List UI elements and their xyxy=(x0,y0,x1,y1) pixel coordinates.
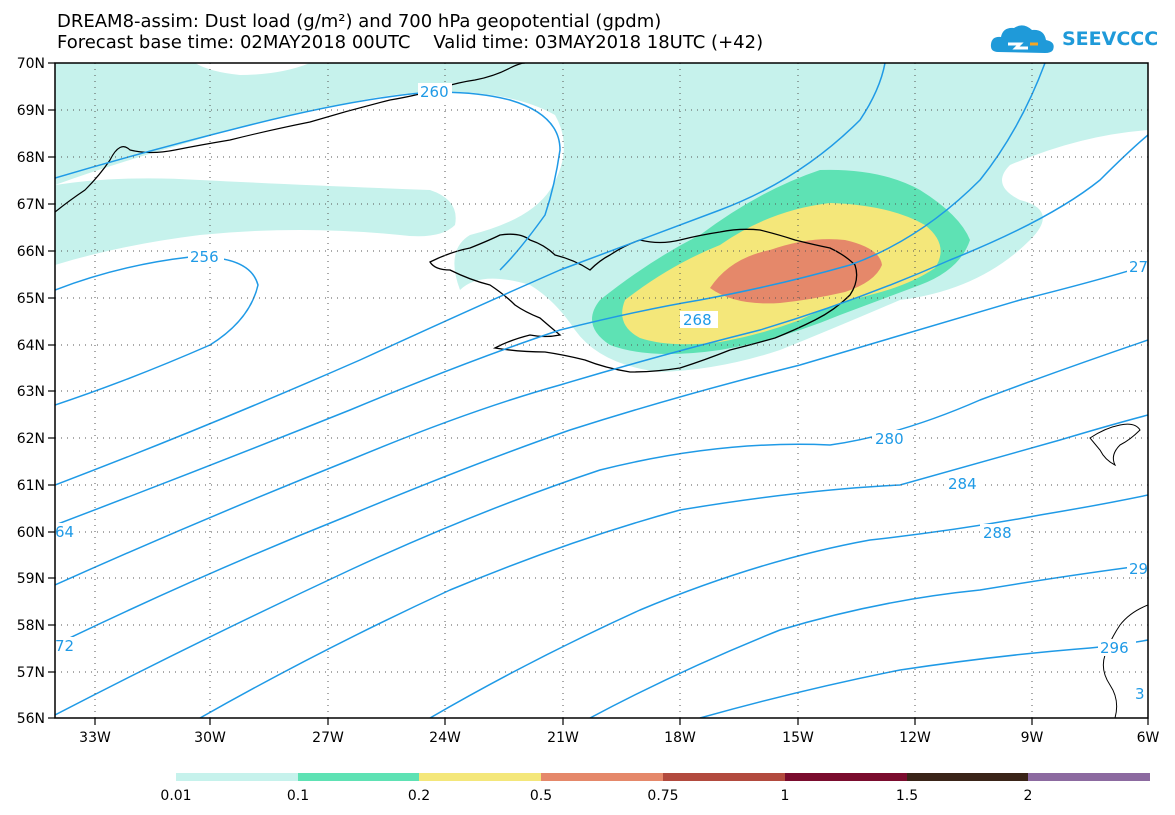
lat-label: 59N xyxy=(17,571,45,587)
lon-label: 21W xyxy=(547,730,579,746)
contour-label: 296 xyxy=(1100,639,1129,657)
colorbar-swatch xyxy=(176,773,298,781)
contour-label: 256 xyxy=(190,248,219,266)
colorbar-label: 0.75 xyxy=(647,788,678,804)
lat-label: 61N xyxy=(17,478,45,494)
contour-256 xyxy=(55,256,259,406)
contour-284 xyxy=(199,414,1148,718)
colorbar-label: 0.5 xyxy=(530,788,552,804)
forecast-times: Forecast base time: 02MAY2018 00UTC Vali… xyxy=(57,32,764,53)
contour-label: 3 xyxy=(1135,685,1145,703)
lat-label: 65N xyxy=(17,291,45,307)
colorbar-swatch xyxy=(663,773,785,781)
contour-label: 29 xyxy=(1129,560,1148,578)
lat-label: 69N xyxy=(17,103,45,119)
colorbar-swatch xyxy=(419,773,541,781)
lat-label: 57N xyxy=(17,665,45,681)
dust-area-0-5 xyxy=(710,239,882,304)
contour-label: 280 xyxy=(875,430,904,448)
colorbar-swatch xyxy=(298,773,419,781)
colorbar-swatch xyxy=(907,773,1028,781)
colorbar-swatch xyxy=(541,773,663,781)
colorbar-label: 0.1 xyxy=(287,788,309,804)
greenland-coastline xyxy=(55,63,526,213)
logo-text: SEEVCCC xyxy=(1062,28,1159,50)
colorbar-swatch xyxy=(785,773,907,781)
lon-label: 27W xyxy=(312,730,344,746)
contour-288 xyxy=(429,494,1148,718)
contour-label: 72 xyxy=(55,637,74,655)
contour-264 xyxy=(55,63,886,486)
contour-label: 260 xyxy=(420,83,449,101)
contour-280 xyxy=(55,339,1148,716)
contour-label: 284 xyxy=(948,475,977,493)
cloud-logo-icon xyxy=(990,25,1054,53)
dust-area-0-01-west xyxy=(55,178,456,265)
lon-label: 24W xyxy=(429,730,461,746)
contour-label: 64 xyxy=(55,523,74,541)
axis-ticks xyxy=(48,62,1149,725)
lat-label: 64N xyxy=(17,338,45,354)
lat-label: 58N xyxy=(17,618,45,634)
lon-label: 12W xyxy=(899,730,931,746)
lat-label: 62N xyxy=(17,431,45,447)
lat-label: 63N xyxy=(17,384,45,400)
lon-label: 9W xyxy=(1021,730,1044,746)
geopotential-contours xyxy=(55,63,1148,718)
graticule xyxy=(55,63,1148,718)
lat-label: 67N xyxy=(17,197,45,213)
lat-label: 66N xyxy=(17,244,45,260)
faroe-coastline xyxy=(1089,423,1141,467)
contour-292 xyxy=(589,564,1148,718)
contour-label: 288 xyxy=(983,524,1012,542)
lon-label: 18W xyxy=(664,730,696,746)
contour-260 xyxy=(55,91,561,271)
map-title: DREAM8-assim: Dust load (g/m²) and 700 h… xyxy=(57,11,662,32)
colorbar-swatch xyxy=(1028,773,1150,781)
lat-label: 68N xyxy=(17,150,45,166)
colorbar-label: 0.01 xyxy=(160,788,191,804)
colorbar-label: 1 xyxy=(781,788,790,804)
lat-label: 70N xyxy=(17,56,45,72)
lon-label: 30W xyxy=(194,730,226,746)
colorbar-label: 0.2 xyxy=(408,788,430,804)
contour-label: 268 xyxy=(683,311,712,329)
contour-272 xyxy=(55,134,1148,586)
lon-label: 6W xyxy=(1137,730,1160,746)
iceland-coastline xyxy=(429,228,858,373)
contour-276 xyxy=(55,264,1148,646)
lon-label: 15W xyxy=(782,730,814,746)
contour-label: 27 xyxy=(1129,258,1148,276)
lat-label: 60N xyxy=(17,525,45,541)
lon-label: 33W xyxy=(79,730,111,746)
colorbar-label: 1.5 xyxy=(896,788,918,804)
contour-268 xyxy=(55,63,1046,526)
colorbar-label: 2 xyxy=(1024,788,1033,804)
lat-label: 56N xyxy=(17,711,45,727)
clear-area-north xyxy=(195,63,310,75)
colorbar xyxy=(176,773,1150,781)
